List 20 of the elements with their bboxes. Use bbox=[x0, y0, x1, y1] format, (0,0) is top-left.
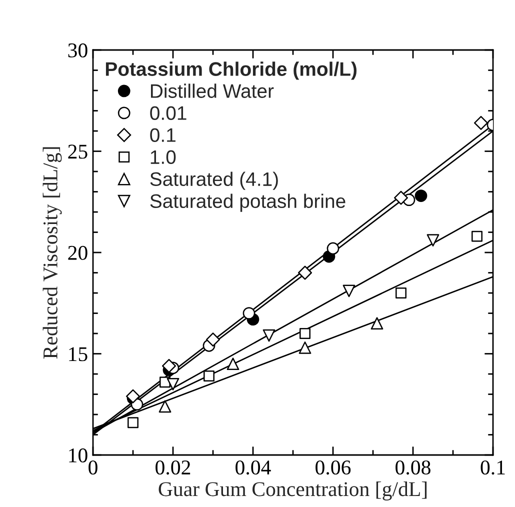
y-tick-label: 30 bbox=[68, 43, 88, 58]
legend-label: Distilled Water bbox=[150, 84, 274, 98]
legend-label: 0.01 bbox=[150, 106, 186, 120]
x-tick-label: 0.04 bbox=[236, 460, 271, 475]
legend-label: Saturated potash brine bbox=[150, 194, 346, 212]
legend-label: 1.0 bbox=[150, 150, 176, 164]
legend-label: 0.1 bbox=[150, 128, 176, 142]
legend-label: Saturated (4.1) bbox=[150, 172, 278, 190]
y-axis-title: Reduced Viscosity [dL/g] bbox=[42, 147, 62, 359]
x-tick-label: 0 bbox=[88, 460, 98, 475]
y-tick-label: 25 bbox=[68, 144, 88, 159]
y-tick-label: 20 bbox=[68, 246, 88, 260]
x-tick-label: 0.08 bbox=[396, 460, 430, 475]
y-tick-label: 15 bbox=[69, 347, 88, 362]
x-tick-label: 0.1 bbox=[480, 460, 505, 475]
x-axis-title: Guar Gum Concentration [g/dL] bbox=[158, 482, 427, 500]
x-tick-label: 0.06 bbox=[316, 460, 351, 475]
legend-title: Potassium Chloride (mol/L) bbox=[106, 62, 356, 80]
y-tick-label: 10 bbox=[69, 448, 88, 462]
x-tick-label: 0.02 bbox=[156, 460, 190, 475]
